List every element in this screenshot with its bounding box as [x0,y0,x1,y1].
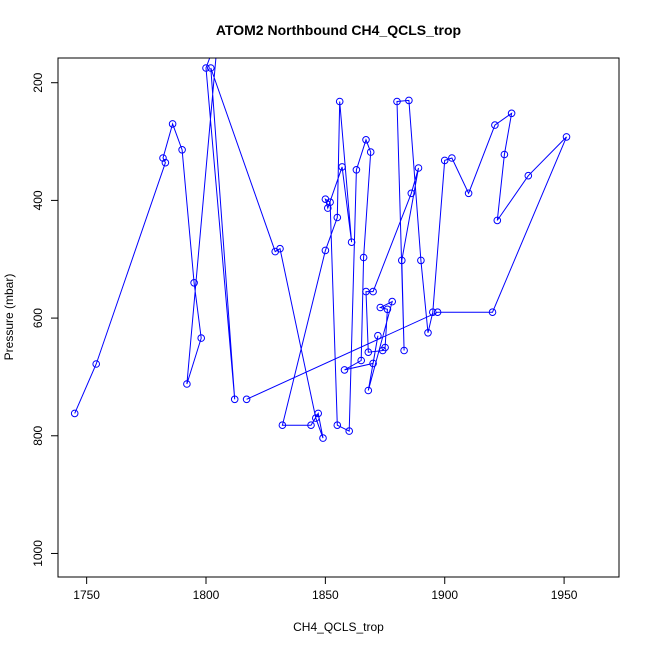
data-point [507,109,516,118]
data-point [500,150,509,159]
data-point [433,308,442,317]
y-tick-label: 800 [31,425,45,445]
data-point [92,360,100,368]
data-point [364,348,373,357]
data-point [417,256,425,265]
series-layer [74,58,567,439]
data-point [400,346,408,355]
data-point [464,189,473,198]
data-point [183,380,191,388]
y-axis-label: Pressure (mbar) [2,274,16,361]
y-tick-label: 400 [31,190,45,210]
y-tick-label: 200 [31,72,45,92]
y-axis: 200 400 600 800 1000 [31,72,59,567]
data-point [364,386,373,395]
data-point [345,427,354,435]
data-point [374,331,382,340]
x-axis: 1750 1800 1850 1900 1950 [73,576,578,602]
data-point [70,409,79,418]
data-point [359,253,368,262]
data-point [242,395,251,404]
chart-title: ATOM2 Northbound CH4_QCLS_trop [216,22,461,38]
x-axis-label: CH4_QCLS_trop [293,620,384,634]
plot-area [70,58,571,442]
data-point [424,329,432,337]
data-point [369,359,377,368]
data-point [230,395,239,404]
data-point [493,216,502,225]
data-point [352,166,361,174]
data-point [278,421,287,430]
data-point [383,305,392,314]
data-point [312,414,320,422]
data-point [369,287,377,296]
data-point [407,189,416,198]
data-point [562,133,571,141]
data-point [366,148,375,156]
x-tick-label: 1800 [193,588,220,602]
data-point [335,97,344,106]
data-point [393,97,401,106]
data-point [414,164,423,172]
data-point [314,409,323,418]
data-point [319,434,327,442]
data-point [168,120,177,128]
data-point [161,158,170,167]
data-point [197,334,205,342]
x-tick-label: 1750 [73,588,100,602]
data-point [338,163,346,171]
data-point [321,246,330,255]
data-point [276,244,284,253]
data-point [388,297,397,306]
x-tick-label: 1950 [551,588,578,602]
data-point [362,136,370,144]
data-point [448,154,456,162]
data-point [202,64,210,72]
data-point [405,96,413,105]
series-line [74,58,567,439]
data-point [488,308,497,317]
data-point [333,213,342,222]
data-point [398,256,406,265]
data-point [378,346,387,355]
points-layer [70,64,571,442]
y-tick-label: 600 [31,308,45,328]
data-point [376,303,385,312]
data-point [307,421,315,430]
data-point [190,279,198,287]
data-point [429,308,437,317]
y-tick-label: 1000 [31,540,45,567]
data-point [347,238,356,246]
data-point [440,156,449,165]
data-point [159,154,167,162]
x-tick-label: 1850 [312,588,339,602]
data-point [340,366,349,374]
data-point [207,64,215,72]
data-point [333,421,342,430]
data-point [524,171,533,180]
data-point [491,121,499,129]
x-tick-label: 1900 [431,588,458,602]
data-point [326,198,334,206]
data-point [357,356,366,365]
data-point [178,146,186,154]
